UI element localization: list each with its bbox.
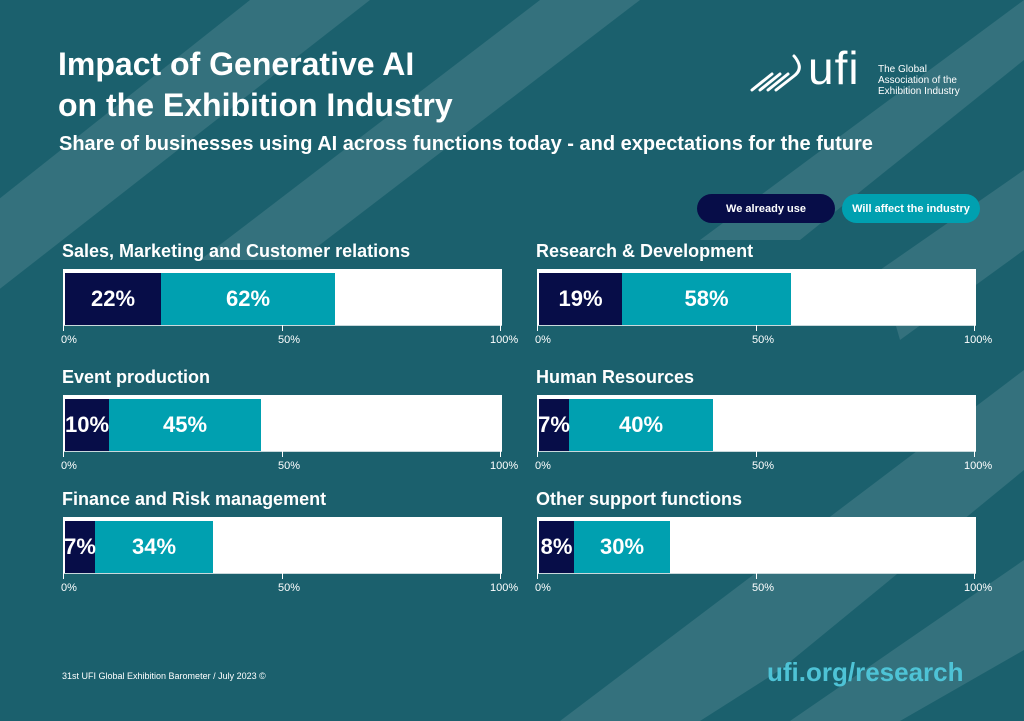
x-tick: [974, 573, 975, 579]
bar-already-use: 10%: [65, 399, 109, 451]
x-tick-label: 50%: [278, 582, 301, 594]
x-axis: 0% 50% 100%: [61, 573, 518, 599]
x-tick-label: 0%: [535, 334, 551, 346]
x-tick: [756, 573, 757, 579]
data-label-already-use: 8%: [540, 534, 573, 559]
data-label-will-affect: 30%: [599, 534, 645, 559]
page-title: Impact of Generative AI on the Exhibitio…: [58, 44, 453, 126]
source-note: 31st UFI Global Exhibition Barometer / J…: [62, 671, 266, 681]
x-tick: [500, 325, 501, 331]
x-tick-label: 100%: [490, 334, 519, 346]
x-tick-label: 50%: [278, 334, 301, 346]
x-tick-label: 100%: [964, 582, 993, 594]
x-tick-label: 100%: [490, 582, 519, 594]
x-tick-label: 0%: [535, 460, 551, 472]
x-tick: [537, 451, 538, 457]
data-label-will-affect: 40%: [618, 412, 664, 437]
x-tick-label: 0%: [535, 582, 551, 594]
ufi-logo: ufi The Global Association of the Exhibi…: [750, 42, 980, 98]
chart-panel: Event production 45% 10% 0% 50% 100%: [59, 367, 518, 487]
panel-title: Event production: [62, 367, 210, 387]
x-tick: [63, 451, 64, 457]
x-tick-label: 100%: [490, 460, 519, 472]
x-tick: [537, 325, 538, 331]
chart-panel: Finance and Risk management 34% 7% 0% 50% 100…: [59, 489, 518, 609]
x-tick: [282, 573, 283, 579]
logo-tagline: The Global Association of the Exhibition…: [878, 64, 988, 97]
data-label-already-use: 10%: [64, 412, 110, 437]
ufi-wordmark: ufi: [808, 42, 860, 94]
panel-title: Research & Development: [536, 241, 754, 261]
chart-legend: We already use Will affect the industry: [697, 194, 980, 223]
x-axis: 0% 50% 100%: [535, 573, 992, 599]
panel-title: Sales, Marketing and Customer relations: [62, 241, 411, 261]
x-tick: [282, 451, 283, 457]
chart-panel: Human Resources 40% 7% 0% 50% 100%: [533, 367, 992, 487]
research-link[interactable]: ufi.org/research: [767, 657, 964, 687]
title-line-2: on the Exhibition Industry: [58, 87, 453, 123]
x-tick: [974, 451, 975, 457]
bar-track: 30% 8%: [537, 517, 976, 573]
x-tick: [756, 451, 757, 457]
x-tick: [282, 325, 283, 331]
x-axis: 0% 50% 100%: [535, 325, 992, 351]
panel-title: Human Resources: [536, 367, 695, 387]
data-label-already-use: 22%: [90, 286, 136, 311]
chart-panel: Sales, Marketing and Customer relations 6…: [59, 241, 518, 361]
x-tick: [537, 573, 538, 579]
bar-already-use: 7%: [64, 521, 96, 573]
panel-title: Other support functions: [536, 489, 742, 509]
bar-track: 45% 10%: [63, 395, 502, 451]
tagline-line-3: Exhibition Industry: [878, 86, 960, 97]
data-label-will-affect: 62%: [225, 286, 271, 311]
x-tick-label: 0%: [61, 582, 77, 594]
data-label-already-use: 7%: [538, 412, 570, 437]
legend-item-will-affect[interactable]: Will affect the industry: [842, 194, 980, 223]
panel-title: Finance and Risk management: [62, 489, 327, 509]
x-tick-label: 50%: [278, 460, 301, 472]
x-tick: [500, 451, 501, 457]
legend-item-already-use[interactable]: We already use: [697, 194, 835, 223]
bar-already-use: 7%: [538, 399, 570, 451]
x-tick: [756, 325, 757, 331]
bar-track: 58% 19%: [537, 269, 976, 325]
x-tick-label: 100%: [964, 334, 993, 346]
x-tick: [63, 573, 64, 579]
x-axis: 0% 50% 100%: [61, 451, 518, 477]
bar-track: 40% 7%: [537, 395, 976, 451]
ufi-speed-lines-icon: [750, 54, 801, 92]
x-axis: 0% 50% 100%: [61, 325, 518, 351]
bar-already-use: 19%: [539, 273, 622, 325]
tagline-line-2: Association of the: [878, 75, 957, 86]
bar-already-use: 22%: [65, 273, 161, 325]
x-tick: [63, 325, 64, 331]
x-tick-label: 50%: [752, 334, 775, 346]
x-axis: 0% 50% 100%: [535, 451, 992, 477]
chart-panel: Other support functions 30% 8% 0% 50% 100%: [533, 489, 992, 609]
data-label-already-use: 19%: [558, 286, 603, 311]
x-tick-label: 50%: [752, 582, 775, 594]
data-label-will-affect: 45%: [162, 412, 208, 437]
bar-track: 62% 22%: [63, 269, 502, 325]
tagline-line-1: The Global: [878, 64, 927, 75]
subtitle: Share of businesses using AI across func…: [59, 133, 873, 155]
x-tick-label: 0%: [61, 334, 77, 346]
x-tick: [974, 325, 975, 331]
x-tick-label: 100%: [964, 460, 993, 472]
data-label-already-use: 7%: [64, 534, 96, 559]
bar-track: 34% 7%: [63, 517, 502, 573]
data-label-will-affect: 58%: [684, 286, 729, 311]
title-line-1: Impact of Generative AI: [58, 46, 415, 82]
data-label-will-affect: 34%: [131, 534, 177, 559]
x-tick-label: 0%: [61, 460, 77, 472]
bar-already-use: 8%: [539, 521, 574, 573]
chart-panel: Research & Development 58% 19% 0% 50% 100%: [533, 241, 992, 361]
x-tick: [500, 573, 501, 579]
x-tick-label: 50%: [752, 460, 775, 472]
